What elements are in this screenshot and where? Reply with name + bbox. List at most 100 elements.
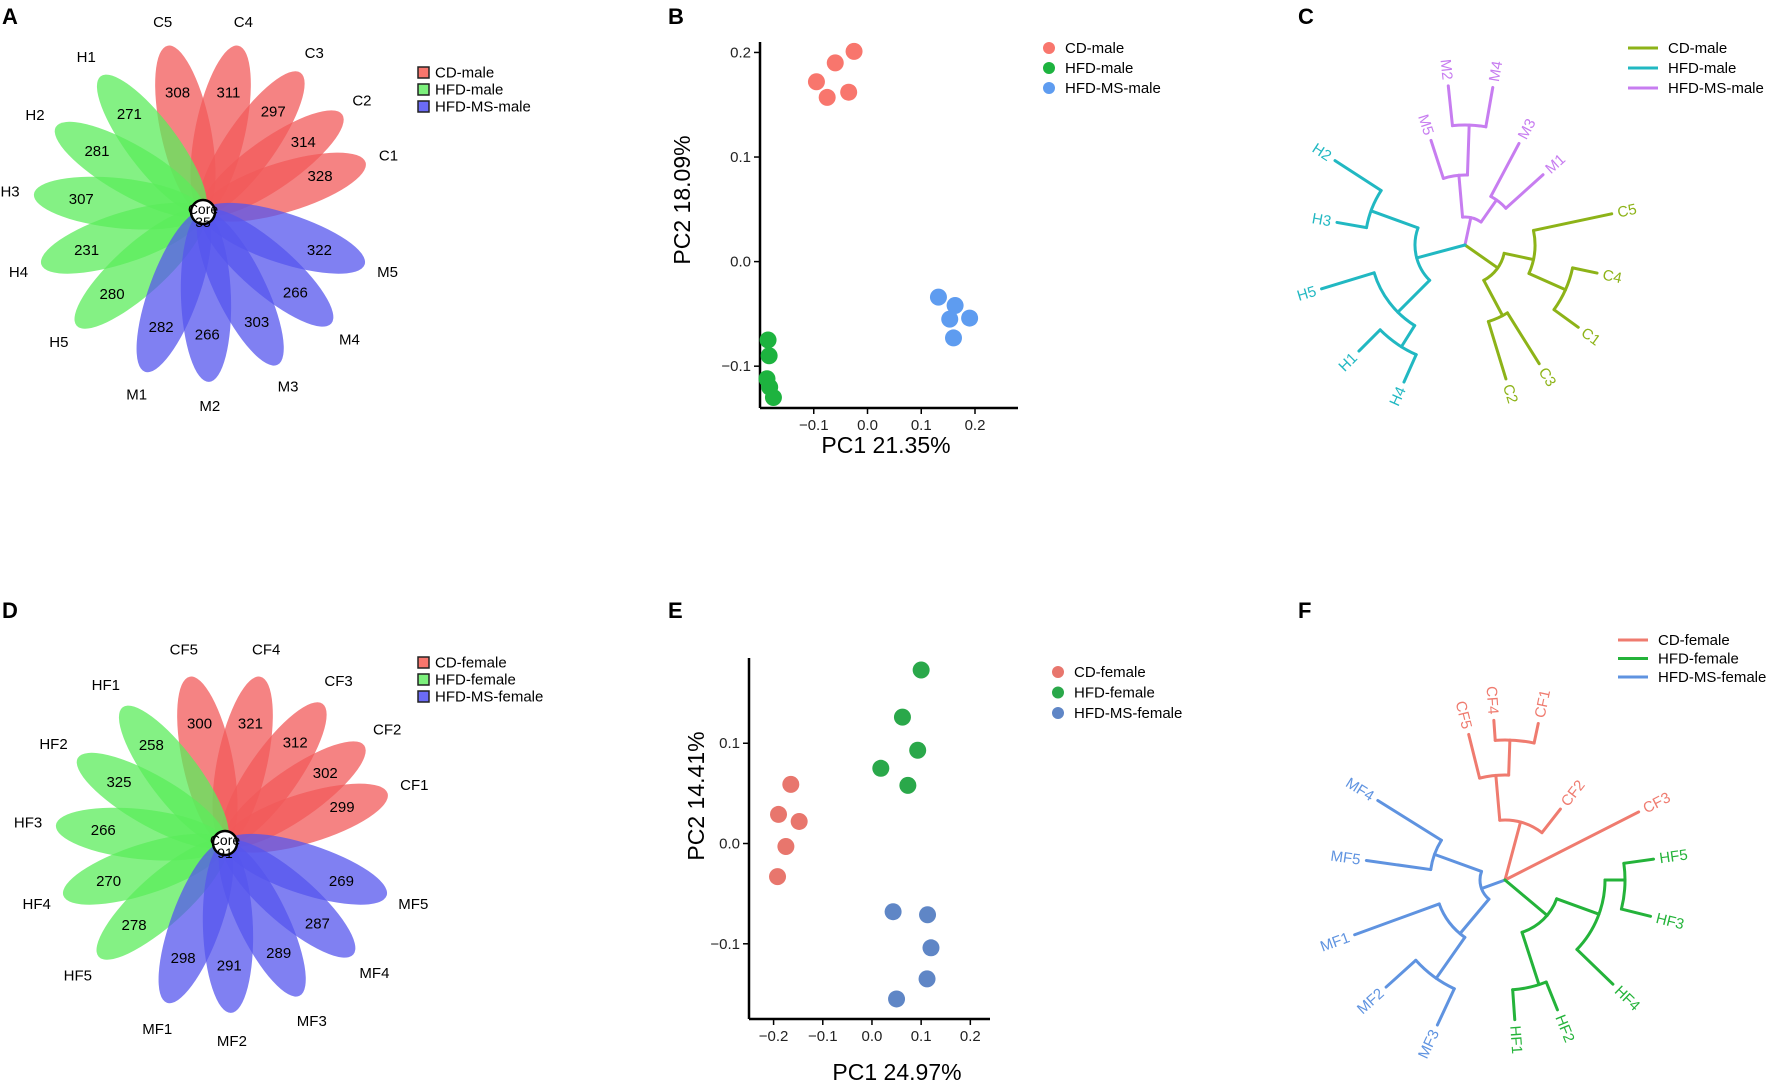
petal-name-c2: C2	[352, 93, 371, 110]
data-point-cd-female-5	[769, 868, 787, 886]
dendrogram-arc	[1378, 328, 1418, 357]
petal-value-hf4: 270	[96, 873, 121, 890]
dendrogram-branch	[1503, 820, 1523, 882]
petal-name-cf5: CF5	[170, 641, 198, 658]
dendrogram-branch	[1531, 212, 1614, 232]
dendrogram-branch	[1479, 198, 1499, 224]
petal-value-h2: 281	[84, 143, 109, 160]
petal-name-cf1: CF1	[400, 777, 428, 794]
petal-name-h3: H3	[0, 184, 19, 201]
dendrogram-branch	[1435, 987, 1456, 1027]
petal-value-cf1: 299	[330, 799, 355, 816]
leaf-label-c3: C3	[1535, 365, 1560, 390]
leaf-label-mf2: MF2	[1354, 985, 1388, 1018]
dendrogram-branch	[1532, 721, 1540, 745]
leaf-label-cf2: CF2	[1558, 777, 1589, 810]
y-tick-label: 0.2	[730, 44, 751, 61]
petal-value-m4: 266	[283, 284, 308, 301]
dendrogram-branch	[1552, 308, 1580, 329]
petal-name-c5: C5	[153, 14, 172, 31]
dendrogram-arc	[1486, 311, 1509, 324]
x-tick-label: −0.1	[808, 1028, 838, 1045]
pca-plot-female: −0.2 −0.1 0.0 0.1 0.2 −0.1 0.0 0.1 PC1 24.97% PC2…	[683, 658, 1182, 1083]
petal-name-h5: H5	[49, 334, 68, 351]
legend-dot-cd-male	[1043, 42, 1055, 54]
legend-dot-hfd-male	[1043, 62, 1055, 74]
y-tick-label: 0.0	[719, 836, 740, 853]
data-point-cd-female-2	[770, 805, 788, 823]
leaf-label-h5: H5	[1295, 283, 1318, 305]
leaf-label-mf5: MF5	[1329, 848, 1361, 869]
x-tick-label: 0.1	[911, 417, 932, 434]
leaf-label-cf4: CF4	[1482, 686, 1501, 715]
data-point-cd-male-1	[807, 73, 825, 91]
petal-value-hf3: 266	[91, 822, 116, 839]
leaf-label-m4: M4	[1486, 60, 1506, 83]
leaf-label-m3: M3	[1515, 116, 1540, 142]
leaf-label-hf3: HF3	[1654, 910, 1686, 933]
dendrogram-branch	[1364, 859, 1433, 872]
petal-name-hf1: HF1	[92, 677, 120, 694]
petal-value-m3: 303	[244, 314, 269, 331]
legend-dot-hfd-ms-female	[1052, 707, 1064, 719]
petal-value-cf3: 312	[283, 735, 308, 752]
legend-label-hfd-ms-female: HFD-MS-female	[435, 689, 543, 706]
dendrogram-branch	[1484, 85, 1495, 129]
core-value: 91	[217, 845, 233, 861]
leaf-label-m1: M1	[1542, 151, 1569, 178]
core-label: Core	[210, 832, 241, 848]
dendrogram-branch	[1482, 278, 1505, 318]
flower-plot-female: 299 CF1 302 CF2 312 CF3 321 CF4 300 CF5 258 HF1 325 H…	[14, 641, 543, 1050]
petal-value-h4: 231	[74, 242, 99, 259]
flower-plot-male: 328 C1 314 C2 297 C3 311 C4 308 C5 271 H1 281 H2 307 H3…	[0, 14, 530, 415]
dendrogram-arc	[1478, 869, 1491, 901]
data-point-hfd-female-5	[899, 776, 917, 794]
petal-value-c3: 297	[261, 104, 286, 121]
dendrogram-branch	[1376, 799, 1443, 842]
data-point-hfd-female-2	[893, 708, 911, 726]
petal-mf5	[224, 833, 388, 905]
dendrogram-branch	[1463, 216, 1473, 247]
legend-label-cd-male: CD-male	[1668, 40, 1727, 57]
petal-m5	[202, 202, 366, 274]
dendrogram-branch	[1511, 988, 1517, 1022]
petal-value-cf2: 302	[313, 765, 338, 782]
leaf-label-mf3: MF3	[1415, 1027, 1443, 1061]
petal-value-m2: 266	[195, 326, 220, 343]
data-point-hfd-ms-female-1	[884, 903, 902, 921]
legend-label-hfd-ms-male: HFD-MS-male	[435, 99, 531, 116]
petal-name-h1: H1	[77, 49, 96, 66]
petal-h4	[40, 202, 204, 274]
dendrogram-branch	[1433, 852, 1484, 873]
legend-dot-hfd-ms-male	[1043, 82, 1055, 94]
petal-name-cf2: CF2	[373, 721, 401, 738]
dendrogram-arc	[1372, 271, 1417, 328]
legend-label-hfd-male: HFD-male	[435, 82, 503, 99]
legend-swatch-hfd-male	[417, 83, 430, 96]
dendrogram-branch	[1467, 732, 1482, 780]
y-axis-title: PC2 18.09%	[669, 135, 695, 264]
petal-value-h1: 271	[117, 106, 142, 123]
dendrogram-arc	[1414, 958, 1456, 991]
panel-letter-f: F	[1298, 598, 1311, 623]
leaf-label-mf4: MF4	[1342, 775, 1376, 805]
petal-name-mf2: MF2	[217, 1033, 247, 1050]
x-tick-label: 0.2	[965, 417, 986, 434]
petal-value-hf5: 278	[122, 917, 147, 934]
petal-value-cf4: 321	[238, 715, 263, 732]
data-point-cd-male-3	[845, 42, 863, 60]
dendrogram-arc	[1437, 902, 1467, 939]
y-tick-label: 0.1	[730, 149, 751, 166]
dendrogram-arc	[1575, 878, 1607, 951]
data-point-hfd-ms-male-3	[961, 309, 979, 327]
petal-name-hf2: HF2	[39, 736, 67, 753]
dendrogram-branch	[1320, 271, 1376, 291]
leaf-label-cf3: CF3	[1640, 789, 1673, 817]
dendrogram-branch	[1369, 209, 1420, 230]
data-point-hfd-ms-male-4	[941, 310, 959, 328]
leaf-label-hf5: HF5	[1658, 846, 1688, 867]
data-point-hfd-male-5	[764, 389, 782, 407]
panel-letter-d: D	[2, 598, 18, 623]
